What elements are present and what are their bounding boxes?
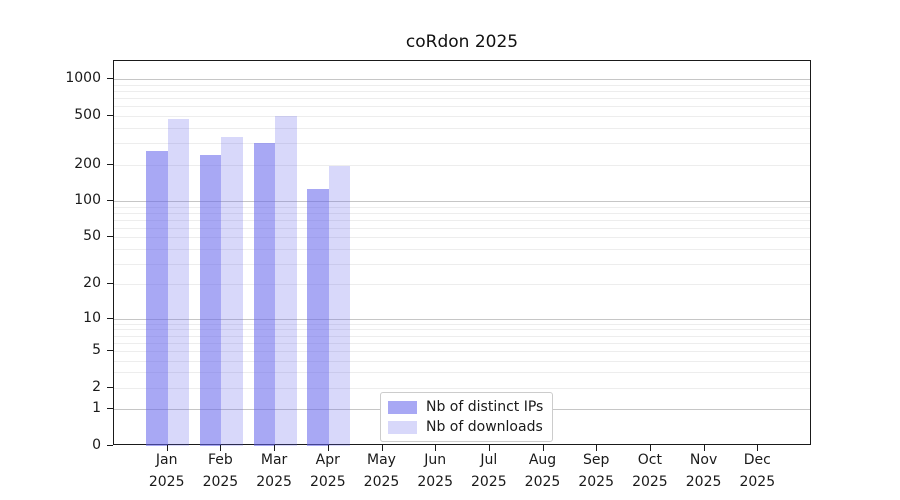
- gridline-minor: [114, 335, 810, 337]
- gridline-minor: [114, 329, 810, 331]
- gridline-minor: [114, 219, 810, 221]
- x-tick-mark-jul-2025: [488, 445, 490, 451]
- gridline-100: [114, 201, 810, 203]
- gridline-10: [114, 318, 810, 320]
- x-tick-label-jul-2025: Jul 2025: [470, 452, 507, 490]
- y-tick-mark-5: [107, 349, 113, 351]
- x-tick-label-feb-2025: Feb 2025: [202, 452, 239, 490]
- bar-nb-of-distinct-ips-jan-2025: [146, 150, 168, 446]
- gridline-minor: [114, 284, 810, 286]
- gridline-minor: [114, 248, 810, 250]
- bar-nb-of-downloads-mar-2025: [275, 116, 297, 446]
- gridline-minor: [114, 350, 810, 352]
- y-tick-label-20: 20: [83, 275, 101, 292]
- y-tick-mark-20: [107, 283, 113, 285]
- bar-nb-of-distinct-ips-feb-2025: [199, 154, 222, 446]
- x-tick-mark-nov-2025: [703, 445, 705, 451]
- chart-title: coRdon 2025: [405, 32, 519, 52]
- x-tick-mark-jun-2025: [435, 445, 437, 451]
- y-tick-label-500: 500: [74, 107, 101, 124]
- gridline-minor: [114, 106, 810, 108]
- bar-nb-of-distinct-ips-apr-2025: [307, 189, 329, 446]
- y-tick-label-5: 5: [92, 341, 101, 358]
- y-tick-mark-1: [107, 408, 113, 410]
- legend-item-downloads: Nb of downloads: [388, 419, 543, 435]
- y-tick-label-2: 2: [92, 378, 101, 395]
- y-tick-label-1000: 1000: [65, 70, 101, 87]
- legend-swatch-distinct-ips: [388, 400, 417, 414]
- y-tick-label-100: 100: [74, 192, 101, 209]
- gridline-minor: [114, 143, 810, 145]
- y-tick-mark-1000: [107, 78, 113, 80]
- y-tick-mark-200: [107, 163, 113, 165]
- x-tick-mark-sep-2025: [596, 445, 598, 451]
- gridline-minor: [114, 164, 810, 166]
- y-tick-label-50: 50: [83, 228, 101, 245]
- gridline-minor: [114, 227, 810, 229]
- x-tick-mark-jan-2025: [166, 445, 168, 451]
- gridline-minor: [114, 237, 810, 239]
- x-tick-label-sep-2025: Sep 2025: [578, 452, 614, 490]
- bar-nb-of-downloads-feb-2025: [221, 136, 243, 446]
- x-tick-mark-aug-2025: [542, 445, 544, 451]
- x-tick-mark-oct-2025: [649, 445, 651, 451]
- x-tick-label-nov-2025: Nov 2025: [685, 452, 722, 490]
- x-tick-label-mar-2025: Mar 2025: [256, 452, 292, 490]
- y-tick-label-1: 1: [92, 400, 101, 417]
- x-tick-label-apr-2025: Apr 2025: [309, 452, 346, 490]
- gridline-minor: [114, 360, 810, 362]
- x-tick-label-may-2025: May 2025: [363, 452, 400, 490]
- plot-area: Nb of distinct IPs Nb of downloads: [113, 60, 811, 446]
- y-tick-mark-100: [107, 200, 113, 202]
- y-tick-mark-2: [107, 386, 113, 388]
- gridline-minor: [114, 98, 810, 100]
- y-tick-mark-0: [107, 445, 113, 446]
- y-tick-mark-500: [107, 115, 113, 117]
- y-tick-label-200: 200: [74, 155, 101, 172]
- gridline-minor: [114, 212, 810, 214]
- gridline-minor: [114, 91, 810, 93]
- x-tick-label-jan-2025: Jan 2025: [148, 452, 185, 490]
- gridline-minor: [114, 127, 810, 129]
- x-tick-label-oct-2025: Oct 2025: [632, 452, 668, 490]
- legend: Nb of distinct IPs Nb of downloads: [380, 392, 554, 442]
- gridline-minor: [114, 206, 810, 208]
- gridline-minor: [114, 116, 810, 118]
- x-tick-mark-feb-2025: [220, 445, 222, 451]
- legend-item-distinct-ips: Nb of distinct IPs: [388, 399, 543, 415]
- gridline-1000: [114, 79, 810, 81]
- legend-label-downloads: Nb of downloads: [426, 419, 543, 435]
- gridline-minor: [114, 84, 810, 86]
- y-tick-label-10: 10: [83, 309, 101, 326]
- bar-nb-of-downloads-jan-2025: [167, 119, 190, 446]
- y-tick-label-0: 0: [92, 437, 101, 453]
- gridline-minor: [114, 372, 810, 374]
- y-tick-mark-50: [107, 236, 113, 238]
- gridline-minor: [114, 387, 810, 389]
- x-tick-mark-apr-2025: [327, 445, 329, 451]
- x-tick-mark-may-2025: [381, 445, 383, 451]
- x-tick-label-aug-2025: Aug 2025: [524, 452, 561, 490]
- bar-nb-of-distinct-ips-mar-2025: [253, 143, 276, 446]
- gridline-minor: [114, 263, 810, 265]
- y-tick-mark-10: [107, 317, 113, 319]
- x-tick-label-dec-2025: Dec 2025: [739, 452, 776, 490]
- x-tick-mark-dec-2025: [757, 445, 759, 451]
- gridline-minor: [114, 323, 810, 325]
- legend-label-distinct-ips: Nb of distinct IPs: [426, 399, 544, 415]
- x-tick-label-jun-2025: Jun 2025: [417, 452, 453, 490]
- legend-swatch-downloads: [388, 420, 417, 434]
- bar-nb-of-downloads-apr-2025: [328, 165, 351, 446]
- x-tick-mark-mar-2025: [274, 445, 276, 451]
- gridline-minor: [114, 342, 810, 344]
